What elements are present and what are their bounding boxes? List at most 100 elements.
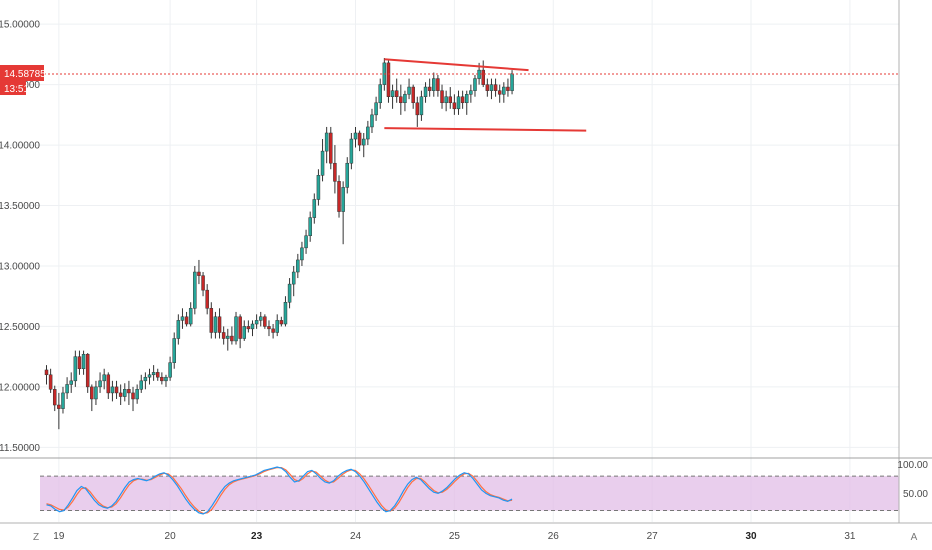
candle bbox=[415, 96, 420, 127]
candle bbox=[81, 350, 86, 375]
candle bbox=[279, 316, 284, 327]
candle-body-down bbox=[118, 392, 123, 397]
candle bbox=[448, 87, 453, 109]
candle bbox=[176, 314, 181, 345]
candle-body-up bbox=[164, 376, 168, 382]
price-tick-label: 12.50000 bbox=[0, 322, 40, 333]
stoch-band bbox=[40, 475, 899, 512]
candle-body-down bbox=[329, 132, 333, 164]
candle-body-down bbox=[452, 102, 457, 110]
candle-body-up bbox=[242, 326, 247, 339]
candle bbox=[44, 365, 49, 385]
candle bbox=[131, 386, 135, 412]
time-tick-label: 23 bbox=[251, 531, 263, 542]
candle bbox=[481, 60, 485, 88]
candle bbox=[106, 372, 111, 399]
candle-body-up bbox=[456, 96, 461, 110]
candle bbox=[48, 368, 53, 393]
candle bbox=[419, 90, 424, 121]
candle-body-down bbox=[415, 102, 420, 116]
trendline[interactable] bbox=[384, 58, 529, 72]
candle bbox=[164, 374, 168, 387]
timezone-corner-button[interactable]: Z bbox=[33, 532, 39, 543]
candle bbox=[333, 145, 337, 194]
candle bbox=[411, 84, 415, 109]
candle bbox=[209, 302, 214, 339]
time-tick-label: 25 bbox=[449, 531, 461, 542]
candle-body-up bbox=[345, 162, 350, 188]
candle-body-up bbox=[502, 86, 506, 95]
candle bbox=[432, 72, 436, 97]
candle-body-up bbox=[283, 301, 288, 325]
candle bbox=[151, 365, 156, 381]
candle-body-down bbox=[394, 90, 399, 97]
candle bbox=[329, 126, 333, 170]
candle-body-down bbox=[48, 374, 53, 390]
candle-body-up bbox=[81, 353, 86, 369]
candle-body-up bbox=[287, 283, 292, 303]
candle bbox=[456, 90, 461, 115]
candle-body-up bbox=[390, 90, 395, 97]
candle-body-up bbox=[444, 96, 448, 104]
candle bbox=[168, 356, 172, 381]
candle-body-up bbox=[139, 380, 144, 390]
candle bbox=[394, 78, 399, 103]
candle-body-up bbox=[94, 386, 98, 400]
candle bbox=[296, 253, 300, 279]
candle bbox=[263, 314, 267, 329]
candle-body-down bbox=[399, 96, 403, 104]
candle-body-down bbox=[85, 353, 90, 388]
stoch-k-line bbox=[46, 466, 513, 515]
candle-body-down bbox=[506, 86, 510, 91]
candle bbox=[440, 84, 444, 109]
candle bbox=[502, 82, 506, 103]
candle-body-up bbox=[489, 84, 494, 91]
candle-body-up bbox=[432, 78, 436, 91]
candle-body-up bbox=[73, 356, 78, 382]
candle-body-up bbox=[308, 217, 312, 237]
candle bbox=[172, 332, 176, 369]
candle-body-down bbox=[267, 326, 271, 330]
candle-body-up bbox=[296, 259, 300, 273]
candle-body-down bbox=[440, 90, 444, 104]
candle bbox=[234, 311, 238, 345]
last-price-box bbox=[0, 65, 44, 82]
trendline[interactable] bbox=[384, 127, 587, 132]
candle-body-up bbox=[172, 338, 176, 363]
price-tick-label: 11.50000 bbox=[0, 443, 40, 454]
candle bbox=[217, 308, 222, 339]
candle bbox=[460, 90, 465, 109]
candle bbox=[254, 314, 259, 329]
chart-grid bbox=[0, 0, 899, 522]
indicator-axis-ticks: 100.00 50.00 bbox=[897, 460, 928, 500]
candle-body-up bbox=[123, 389, 127, 397]
candle-body-down bbox=[460, 96, 465, 104]
candle-body-up bbox=[102, 374, 106, 382]
candle bbox=[73, 350, 78, 387]
candle-body-down bbox=[411, 86, 415, 104]
candle bbox=[469, 84, 473, 103]
candle bbox=[147, 368, 152, 385]
candle bbox=[349, 132, 354, 170]
candle bbox=[271, 324, 275, 339]
time-tick-label: 27 bbox=[647, 531, 659, 542]
candle bbox=[213, 311, 218, 339]
auto-scale-button[interactable]: A bbox=[911, 532, 918, 543]
candle bbox=[221, 326, 226, 345]
candle-body-up bbox=[349, 138, 354, 164]
candle bbox=[102, 368, 106, 390]
candle-body-up bbox=[407, 86, 411, 95]
candle bbox=[258, 311, 263, 327]
candle-body-up bbox=[226, 335, 230, 339]
candle-body-up bbox=[188, 308, 193, 325]
candle-body-up bbox=[473, 78, 477, 91]
candle bbox=[312, 193, 317, 224]
candle bbox=[94, 380, 98, 406]
candle-body-up bbox=[65, 384, 69, 394]
candle bbox=[366, 120, 370, 146]
candle bbox=[464, 90, 469, 115]
candle bbox=[226, 328, 230, 351]
candle-body-down bbox=[337, 181, 341, 212]
candle-body-down bbox=[427, 86, 432, 91]
